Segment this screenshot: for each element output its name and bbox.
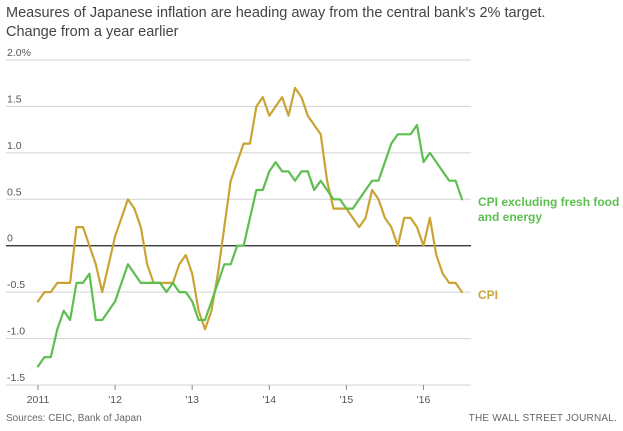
y-tick-label: 1.0: [7, 140, 22, 152]
x-tick-label: '12: [108, 394, 122, 406]
y-tick-label: 2.0%: [7, 47, 31, 59]
y-tick-label: -1.5: [7, 372, 25, 384]
y-tick-label: 0: [7, 233, 13, 245]
x-axis-ticks: 2011 '12 '13 '14 '15 '16: [27, 385, 431, 406]
chart-subtitle: Change from a year earlier: [6, 24, 179, 40]
publisher-credit: THE WALL STREET JOURNAL.: [468, 413, 617, 424]
series-label-core-cpi: and energy: [478, 210, 542, 224]
x-tick-label: '14: [262, 394, 276, 406]
gridlines: [6, 59, 471, 386]
source-note: Sources: CEIC, Bank of Japan: [6, 413, 142, 424]
x-tick-label: 2011: [27, 394, 50, 406]
x-tick-label: '16: [417, 394, 431, 406]
series-line-core-cpi: [36, 123, 464, 368]
series-label-core-cpi: CPI excluding fresh food: [478, 195, 619, 209]
chart-title-block: Measures of Japanese inflation are headi…: [6, 4, 618, 42]
x-tick-label: '13: [185, 394, 199, 406]
y-tick-label: -1.0: [7, 326, 25, 338]
chart-title: Measures of Japanese inflation are headi…: [6, 5, 546, 21]
series-label-cpi: CPI: [478, 288, 498, 302]
y-tick-label: 1.5: [7, 93, 22, 105]
series-line-cpi: [36, 86, 464, 331]
x-tick-label: '15: [340, 394, 354, 406]
y-axis-ticks: 2.0% 1.5 1.0 0.5 0 -0.5 -1.0 -1.5: [7, 47, 31, 384]
series-lines: [36, 86, 464, 368]
y-tick-label: 0.5: [7, 186, 22, 198]
y-tick-label: -0.5: [7, 279, 25, 291]
